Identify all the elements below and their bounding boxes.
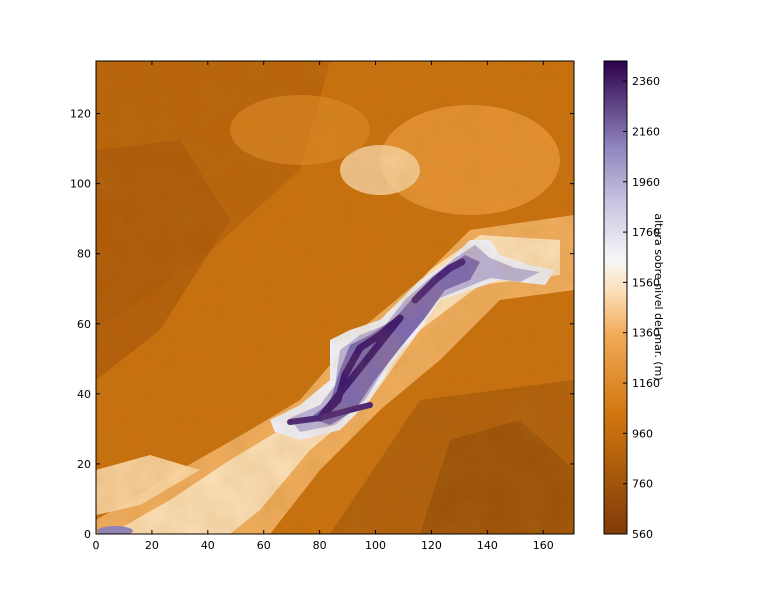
x-tick-label: 20 [145,539,159,552]
colorbar-tick-label: 1560 [632,276,660,289]
y-tick-label: 100 [70,178,91,191]
colorbar-tick-label: 2160 [632,125,660,138]
y-tick-label: 80 [77,248,91,261]
y-axis: 0 20 40 60 80 100 120 [70,108,574,541]
y-tick-label: 60 [77,318,91,331]
y-tick-label: 120 [70,108,91,121]
heatmap-plot-area [95,60,575,535]
colorbar: 560 760 960 1160 1360 1560 1760 1960 2160 2360 al… [603,60,665,541]
colorbar-tick-label: 1760 [632,226,660,239]
x-tick-label: 80 [313,539,327,552]
colorbar-tick-label: 1960 [632,176,660,189]
colorbar-ticks: 560 760 960 1160 1360 1560 1760 1960 2160 2360 [623,75,660,541]
colorbar-gradient [603,60,628,535]
x-tick-label: 60 [257,539,271,552]
x-tick-label: 160 [533,539,554,552]
x-tick-label: 140 [477,539,498,552]
colorbar-tick-label: 1160 [632,377,660,390]
x-tick-label: 40 [201,539,215,552]
colorbar-tick-label: 760 [632,478,653,491]
y-tick-label: 40 [77,388,91,401]
y-tick-label: 20 [77,458,91,471]
y-tick-label: 0 [84,528,91,541]
plot-frame [95,60,575,535]
colorbar-tick-label: 960 [632,427,653,440]
x-tick-label: 100 [365,539,386,552]
elevation-field [96,61,574,534]
x-tick-label: 120 [421,539,442,552]
colorbar-tick-label: 1360 [632,327,660,340]
x-axis: 0 20 40 60 80 100 120 140 160 [93,61,554,552]
colorbar-tick-label: 2360 [632,75,660,88]
x-tick-label: 0 [93,539,100,552]
colorbar-label: altura sobre nivel del mar. (m) [652,213,665,380]
colorbar-tick-label: 560 [632,528,653,541]
